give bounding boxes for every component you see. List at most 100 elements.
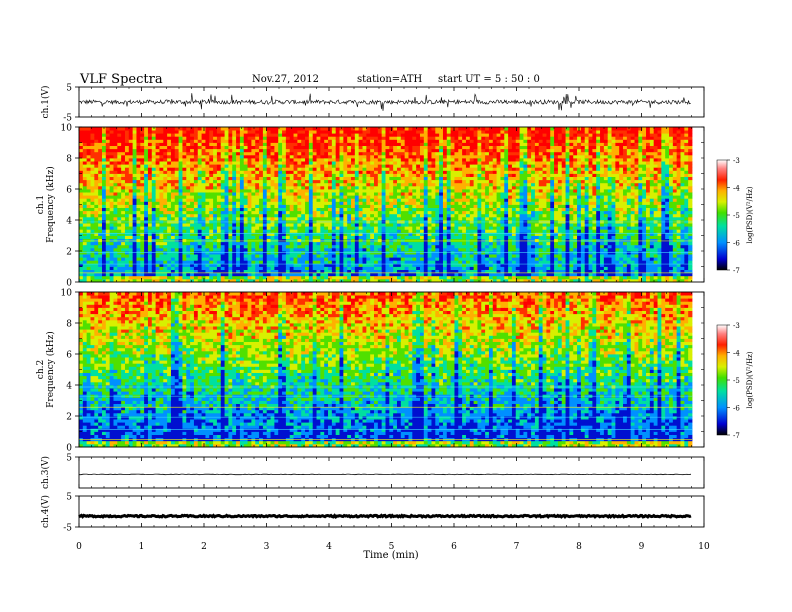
psd-cell: [423, 216, 429, 221]
psd-cell: [98, 257, 103, 261]
psd-cell: [282, 176, 287, 181]
psd-cell: [435, 195, 440, 199]
psd-cell: [282, 257, 287, 261]
psd-cell: [339, 158, 344, 162]
psd-cell: [167, 254, 172, 258]
psd-cell: [412, 164, 417, 168]
psd-cell: [113, 154, 118, 159]
psd-cell: [209, 136, 214, 140]
psd-cell: [416, 136, 421, 140]
psd-cell: [82, 127, 88, 131]
psd-cell: [427, 210, 432, 215]
psd-cell: [182, 263, 187, 267]
psd-cell: [140, 207, 145, 212]
psd-cell: [297, 263, 302, 267]
psd-cell: [178, 176, 183, 181]
psd-cell: [94, 179, 99, 184]
psd-cell: [209, 195, 214, 199]
psd-cell: [308, 266, 314, 270]
psd-cell: [289, 201, 294, 205]
psd-cell: [266, 142, 271, 146]
psd-cell: [147, 173, 153, 177]
psd-cell: [274, 257, 279, 261]
psd-cell: [393, 127, 398, 131]
psd-cell: [431, 139, 436, 143]
psd-cell: [408, 130, 413, 134]
psd-cell: [209, 216, 214, 221]
psd-cell: [117, 232, 122, 236]
psd-cell: [339, 145, 344, 150]
psd-cell: [285, 170, 291, 174]
psd-cell: [251, 145, 256, 150]
psd-cell: [144, 232, 149, 236]
psd-cell: [362, 158, 367, 162]
psd-cell: [381, 216, 386, 221]
psd-cell: [374, 145, 379, 150]
psd-cell: [274, 201, 279, 205]
psd-cell: [442, 170, 448, 174]
psd-cell: [335, 278, 340, 283]
psd-cell: [358, 275, 363, 280]
psd-cell: [419, 247, 425, 252]
psd-cell: [167, 247, 172, 252]
psd-cell: [147, 192, 153, 196]
psd-cell: [423, 198, 429, 202]
psd-cell: [320, 145, 325, 150]
psd-cell: [193, 127, 199, 131]
psd-cell: [151, 164, 157, 168]
psd-cell: [331, 130, 337, 134]
psd-cell: [324, 133, 329, 137]
psd-cell: [163, 192, 168, 196]
psd-cell: [228, 133, 233, 137]
psd-cell: [393, 235, 398, 239]
psd-cell: [431, 192, 436, 196]
psd-cell: [170, 127, 176, 131]
psd-cell: [90, 167, 95, 171]
psd-cell: [362, 198, 367, 202]
psd-cell: [396, 148, 402, 153]
psd-cell: [343, 198, 348, 202]
psd-cell: [442, 247, 448, 252]
psd-cell: [416, 238, 421, 243]
psd-cell: [174, 272, 180, 277]
psd-cell: [393, 272, 398, 277]
psd-cell: [293, 229, 298, 233]
psd-cell: [297, 179, 302, 184]
waveform-line: [78, 93, 691, 111]
psd-cell: [301, 232, 306, 236]
psd-cell: [90, 244, 95, 249]
psd-cell: [278, 127, 283, 131]
psd-cell: [270, 241, 275, 246]
psd-cell: [266, 275, 271, 280]
psd-cell: [124, 189, 130, 193]
psd-cell: [389, 185, 394, 190]
psd-cell: [289, 158, 294, 162]
psd-cell: [389, 142, 394, 146]
psd-cell: [193, 260, 199, 264]
psd-cell: [205, 207, 210, 212]
psd-cell: [167, 275, 172, 280]
psd-cell: [450, 278, 455, 283]
psd-cell: [439, 210, 444, 215]
psd-cell: [404, 148, 409, 153]
psd-cell: [419, 136, 425, 140]
psd-cell: [98, 176, 103, 181]
psd-cell: [335, 210, 340, 215]
psd-cell: [358, 145, 363, 150]
psd-cell: [362, 195, 367, 199]
psd-cell: [385, 161, 390, 165]
psd-cell: [404, 136, 409, 140]
psd-cell: [435, 173, 440, 177]
psd-cell: [377, 238, 383, 243]
psd-cell: [186, 182, 191, 187]
psd-cell: [377, 269, 383, 274]
psd-cell: [370, 179, 375, 184]
psd-cell: [358, 198, 363, 202]
psd-cell: [446, 223, 452, 227]
psd-cell: [408, 238, 413, 243]
psd-cell: [236, 201, 241, 205]
psd-cell: [343, 133, 348, 137]
psd-cell: [159, 241, 164, 246]
psd-cell: [335, 238, 340, 243]
psd-cell: [86, 173, 91, 177]
